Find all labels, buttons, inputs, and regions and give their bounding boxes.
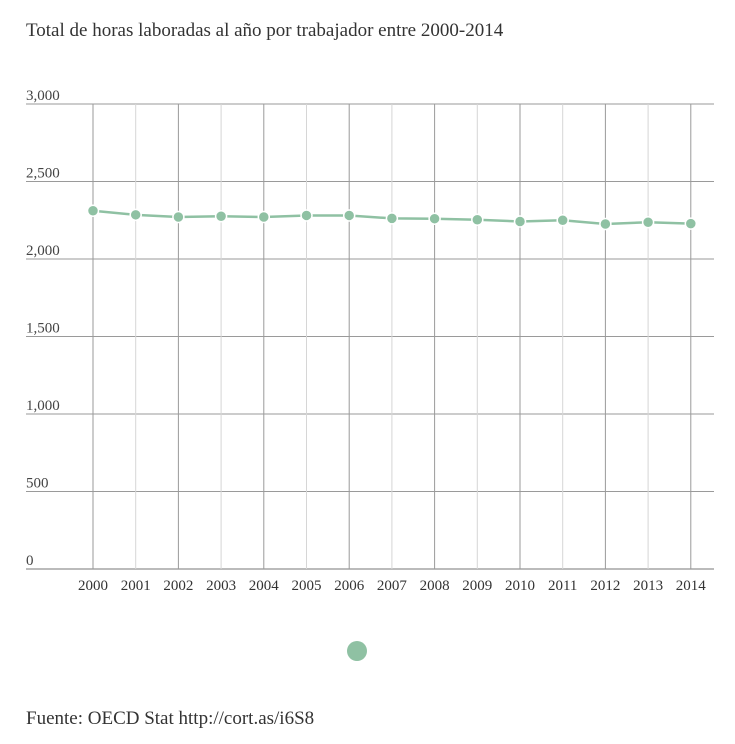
- x-tick-label: 2001: [121, 578, 151, 594]
- x-tick-label: 2007: [377, 578, 408, 594]
- y-tick-label: 0: [26, 553, 34, 569]
- data-point-2001[interactable]: [129, 208, 142, 222]
- series-points: [86, 204, 698, 231]
- data-point-2011[interactable]: [556, 214, 569, 227]
- data-point-2008[interactable]: [428, 212, 441, 225]
- x-tick-label: 2000: [78, 578, 108, 594]
- data-point-2003[interactable]: [214, 209, 228, 223]
- x-tick-label: 2008: [420, 578, 450, 594]
- vertical-gridlines: [92, 104, 692, 569]
- x-tick-label: 2013: [633, 578, 663, 594]
- data-point-2004[interactable]: [257, 210, 271, 224]
- y-tick-label: 3,000: [26, 88, 60, 104]
- horizontal-gridlines: [26, 103, 714, 570]
- x-tick-label: 2010: [505, 578, 535, 594]
- y-axis-labels: 0 500 1,000 1,500 2,000 2,500 3,000: [26, 88, 60, 569]
- x-tick-label: 2006: [334, 578, 365, 594]
- x-tick-label: 2009: [462, 578, 492, 594]
- y-tick-label: 500: [26, 476, 49, 492]
- data-point-2002[interactable]: [172, 210, 185, 224]
- y-tick-label: 1,500: [26, 321, 60, 337]
- legend-marker[interactable]: [347, 641, 367, 661]
- y-tick-label: 2,000: [26, 243, 60, 259]
- x-tick-label: 2012: [590, 578, 620, 594]
- chart-title: Total de horas laboradas al año por trab…: [26, 20, 504, 41]
- data-point-2007[interactable]: [385, 212, 399, 225]
- x-tick-label: 2004: [249, 578, 280, 594]
- data-point-2006[interactable]: [342, 209, 356, 222]
- x-tick-label: 2014: [676, 578, 707, 594]
- x-tick-label: 2011: [548, 578, 577, 594]
- x-tick-label: 2002: [163, 578, 193, 594]
- data-point-2013[interactable]: [641, 216, 655, 229]
- y-tick-label: 2,500: [26, 166, 60, 182]
- data-point-2012[interactable]: [599, 217, 612, 231]
- y-tick-label: 1,000: [26, 398, 60, 414]
- x-tick-label: 2005: [292, 578, 322, 594]
- data-point-2010[interactable]: [513, 215, 527, 228]
- x-axis-labels: 2000 2001 2002 2003 2004 2005 2006 2007 2008 2009…: [78, 578, 706, 594]
- data-point-2005[interactable]: [300, 209, 313, 222]
- data-point-2000[interactable]: [86, 204, 100, 218]
- x-tick-label: 2003: [206, 578, 236, 594]
- source-note: Fuente: OECD Stat http://cort.as/i6S8: [26, 708, 315, 729]
- data-point-2009[interactable]: [471, 213, 484, 227]
- data-point-2014[interactable]: [684, 217, 698, 230]
